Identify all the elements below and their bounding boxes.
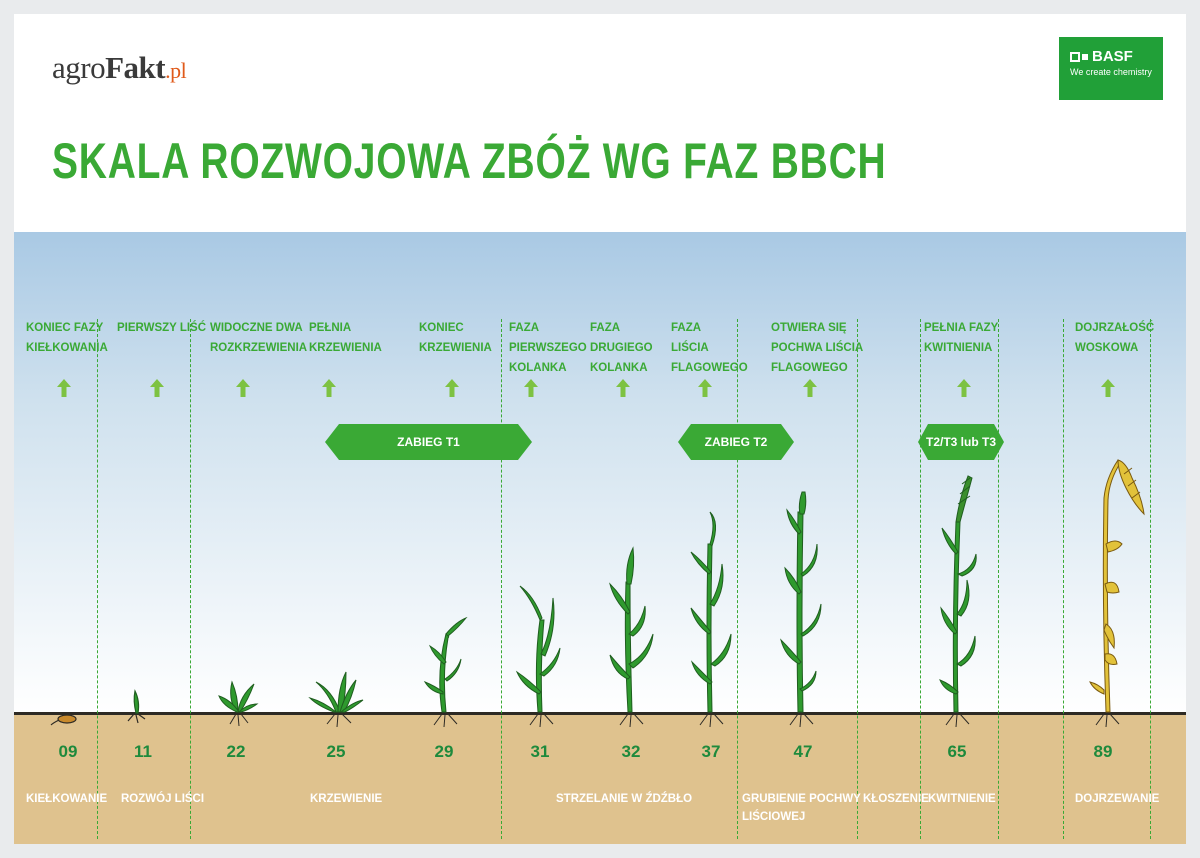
plant-stage-09 — [50, 714, 77, 726]
stage-label-11: PIERWSZY LIŚĆ — [117, 322, 207, 334]
sky-background — [14, 232, 1186, 714]
bbch-code-09: 09 — [58, 742, 78, 761]
bbch-code-25: 25 — [326, 742, 346, 761]
stage-divider — [857, 319, 858, 839]
arrow-up-icon — [57, 379, 71, 397]
stage-label-29: KONIEC KRZEWIENIA — [419, 322, 492, 354]
stage-label-25: PEŁNIA KRZEWIENIA — [309, 322, 382, 354]
treatment-banner-t3: T2/T3 lub T3 — [918, 424, 1004, 460]
page-title: SKALA ROZWOJOWA ZBÓŻ WG FAZ BBCH — [52, 133, 887, 189]
basf-logo: BASF We create chemistry — [1059, 37, 1163, 100]
bbch-code-32: 32 — [621, 742, 641, 761]
agrofakt-logo: agroFakt.pl — [52, 50, 187, 86]
stage-label-09: KONIEC FAZY KIEŁKOWANIA — [26, 322, 108, 354]
basf-dot-icon — [1082, 53, 1088, 60]
stage-label-65: PEŁNIA FAZY KWITNIENIA — [924, 322, 999, 354]
phase-label-grubienie: GRUBIENIE POCHWY LIŚCIOWEJ — [742, 793, 861, 823]
phase-label-rozwoj-lisci: ROZWÓJ LIŚCI — [121, 793, 205, 805]
plant-stage-29 — [423, 616, 468, 728]
stage-divider — [998, 319, 999, 839]
stage-label-47: OTWIERA SIĘ POCHWA LIŚCIA FLAGOWEGO — [771, 322, 864, 374]
plant-stage-22 — [218, 680, 259, 727]
arrow-up-icon — [150, 379, 164, 397]
banner-shape — [918, 424, 1004, 460]
arrow-up-icon — [698, 379, 712, 397]
treatment-banner-t2: ZABIEG T2 — [678, 424, 794, 460]
arrow-up-icon — [236, 379, 250, 397]
phase-label-kielkowanie: KIEŁKOWANIE — [26, 793, 108, 805]
stage-label-31: FAZA PIERWSZEGO KOLANKA — [509, 322, 587, 374]
bbch-code-29: 29 — [434, 742, 454, 761]
phase-label-kloszenie: KŁOSZENIE — [863, 793, 929, 805]
stage-divider — [737, 319, 738, 839]
arrow-up-icon — [616, 379, 630, 397]
bbch-code-47: 47 — [793, 742, 813, 761]
phase-label-dojrzewanie: DOJRZEWANIE — [1075, 793, 1160, 805]
banner-shape — [325, 424, 532, 460]
basf-tagline: We create chemistry — [1070, 67, 1152, 77]
phase-label-kwitnienie: KWITNIENIE — [928, 793, 996, 805]
bbch-code-11: 11 — [134, 742, 152, 761]
stage-label-22: WIDOCZNE DWA ROZKRZEWIENIA — [210, 322, 308, 354]
logo-pl-text: .pl — [165, 58, 187, 83]
treatment-label-t2: ZABIEG T2 — [704, 435, 768, 449]
treatment-label-t1: ZABIEG T1 — [397, 435, 460, 449]
stage-label-89: DOJRZAŁOŚĆ WOSKOWA — [1075, 322, 1155, 354]
plant-stage-32 — [609, 546, 654, 728]
plant-stage-37 — [690, 511, 732, 728]
bbch-code-65: 65 — [947, 742, 967, 761]
treatment-label-t3: T2/T3 lub T3 — [925, 435, 996, 449]
plant-stage-11 — [127, 689, 146, 724]
banner-shape — [678, 424, 794, 460]
stage-divider — [190, 319, 191, 839]
arrow-up-icon — [803, 379, 817, 397]
stage-label-37: FAZA LIŚCIA FLAGOWEGO — [671, 322, 748, 374]
phase-label-strzelanie: STRZELANIE W ŹDŹBŁO — [556, 793, 693, 805]
plant-stage-31 — [515, 585, 561, 728]
treatment-banner-t1: ZABIEG T1 — [325, 424, 532, 460]
soil-background — [14, 714, 1186, 844]
phase-label-krzewienie: KRZEWIENIE — [310, 793, 383, 805]
bbch-code-22: 22 — [226, 742, 246, 761]
stage-divider — [920, 319, 921, 839]
bbch-code-31: 31 — [530, 742, 550, 761]
plant-stage-25 — [308, 671, 364, 728]
arrow-up-icon — [524, 379, 538, 397]
bbch-code-89: 89 — [1093, 742, 1113, 761]
plant-illustrations — [50, 459, 1145, 728]
arrow-up-icon — [445, 379, 459, 397]
stage-label-32: FAZA DRUGIEGO KOLANKA — [590, 322, 653, 374]
poster: agroFakt.pl BASF We create chemistry SKA… — [14, 14, 1186, 844]
basf-square-icon — [1070, 51, 1080, 62]
arrow-up-icon — [322, 379, 336, 397]
basf-name: BASF — [1092, 48, 1133, 65]
logo-agro-text: agro — [52, 50, 106, 85]
arrow-up-icon — [1101, 379, 1115, 397]
plant-stage-65 — [939, 475, 977, 728]
bbch-code-37: 37 — [701, 742, 721, 761]
stage-divider — [501, 319, 502, 839]
stage-divider — [97, 319, 98, 839]
plant-stage-47 — [780, 491, 822, 728]
stage-divider — [1063, 319, 1064, 839]
arrow-up-icon — [957, 379, 971, 397]
ground-line — [14, 712, 1186, 715]
plant-stage-89 — [1089, 459, 1145, 728]
stage-divider — [1150, 319, 1151, 839]
logo-fakt-text: Fakt — [105, 50, 166, 85]
